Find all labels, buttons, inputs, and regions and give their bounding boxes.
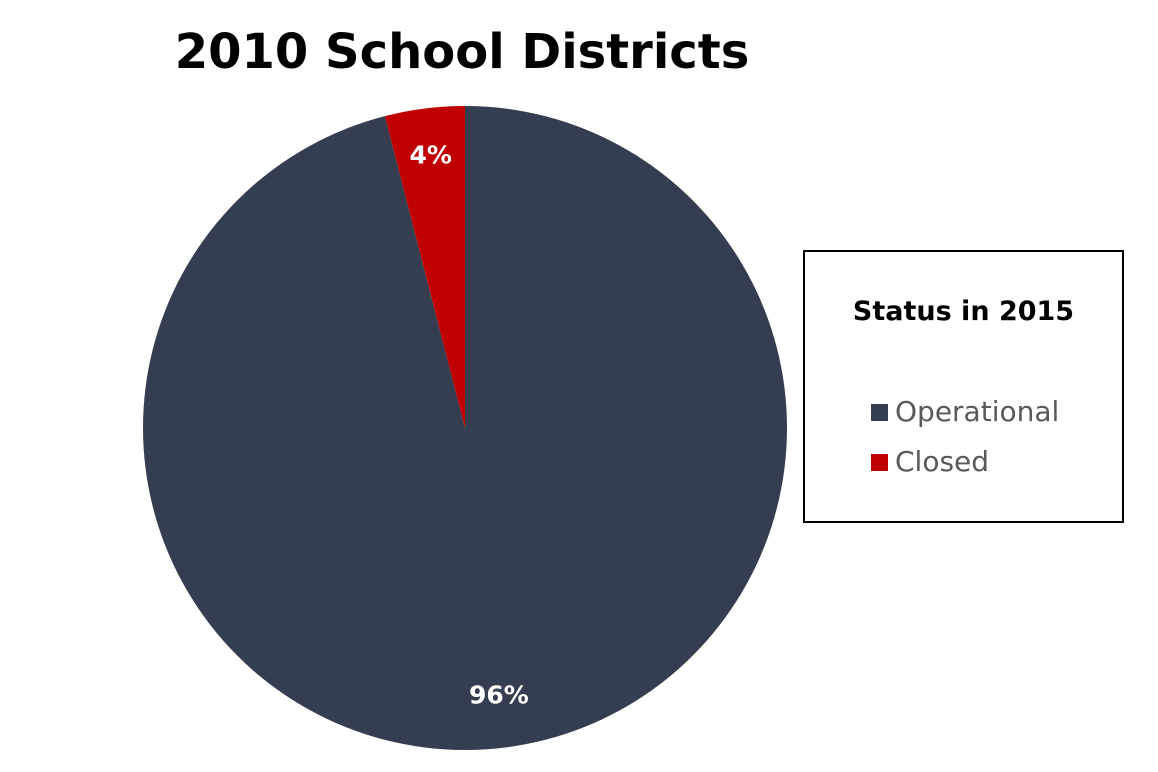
pie-slice-operational bbox=[142, 106, 788, 750]
pie-slice-closed bbox=[384, 106, 465, 428]
legend-swatch-operational bbox=[871, 403, 888, 421]
data-label-operational: 96% bbox=[469, 680, 529, 709]
legend-items: Operational Closed bbox=[871, 387, 1059, 487]
chart-title: 2010 School Districts bbox=[174, 24, 750, 80]
legend-item-operational: Operational bbox=[871, 387, 1059, 437]
legend-label-closed: Closed bbox=[895, 445, 990, 478]
data-label-closed: 4% bbox=[409, 140, 451, 169]
legend-item-closed: Closed bbox=[871, 437, 1059, 487]
legend-swatch-closed bbox=[871, 453, 888, 471]
legend: Status in 2015 Operational Closed bbox=[803, 250, 1124, 523]
legend-title: Status in 2015 bbox=[852, 296, 1075, 327]
legend-label-operational: Operational bbox=[895, 395, 1060, 428]
